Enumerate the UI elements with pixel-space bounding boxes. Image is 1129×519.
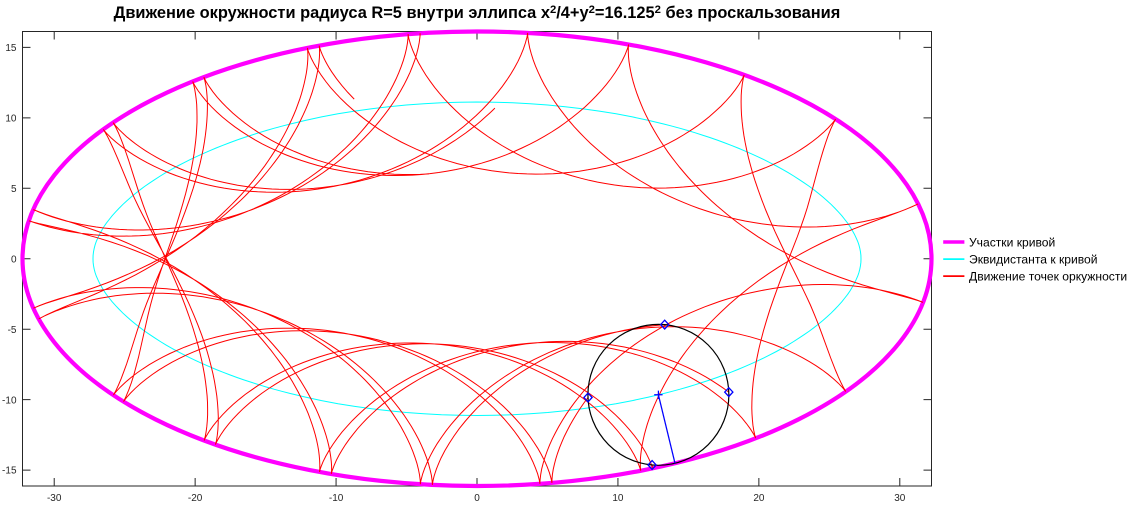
svg-text:-10: -10 — [329, 493, 344, 504]
svg-text:10: 10 — [5, 113, 17, 124]
svg-text:-10: -10 — [2, 395, 17, 406]
svg-text:10: 10 — [612, 493, 624, 504]
svg-text:Движение окружности радиуса R=: Движение окружности радиуса R=5 внутри э… — [114, 4, 841, 22]
svg-text:5: 5 — [11, 184, 17, 195]
svg-text:Эквидистанта к кривой: Эквидистанта к кривой — [969, 252, 1098, 266]
svg-text:-5: -5 — [8, 325, 17, 336]
svg-text:Движение точек оркужности: Движение точек оркужности — [969, 269, 1127, 283]
svg-text:30: 30 — [894, 493, 906, 504]
svg-text:-30: -30 — [47, 493, 62, 504]
svg-text:20: 20 — [753, 493, 765, 504]
svg-text:-20: -20 — [188, 493, 203, 504]
svg-text:Участки кривой: Участки кривой — [969, 235, 1055, 249]
svg-text:0: 0 — [474, 493, 480, 504]
svg-text:0: 0 — [11, 254, 17, 265]
svg-text:-15: -15 — [2, 466, 17, 477]
svg-text:15: 15 — [5, 43, 17, 54]
